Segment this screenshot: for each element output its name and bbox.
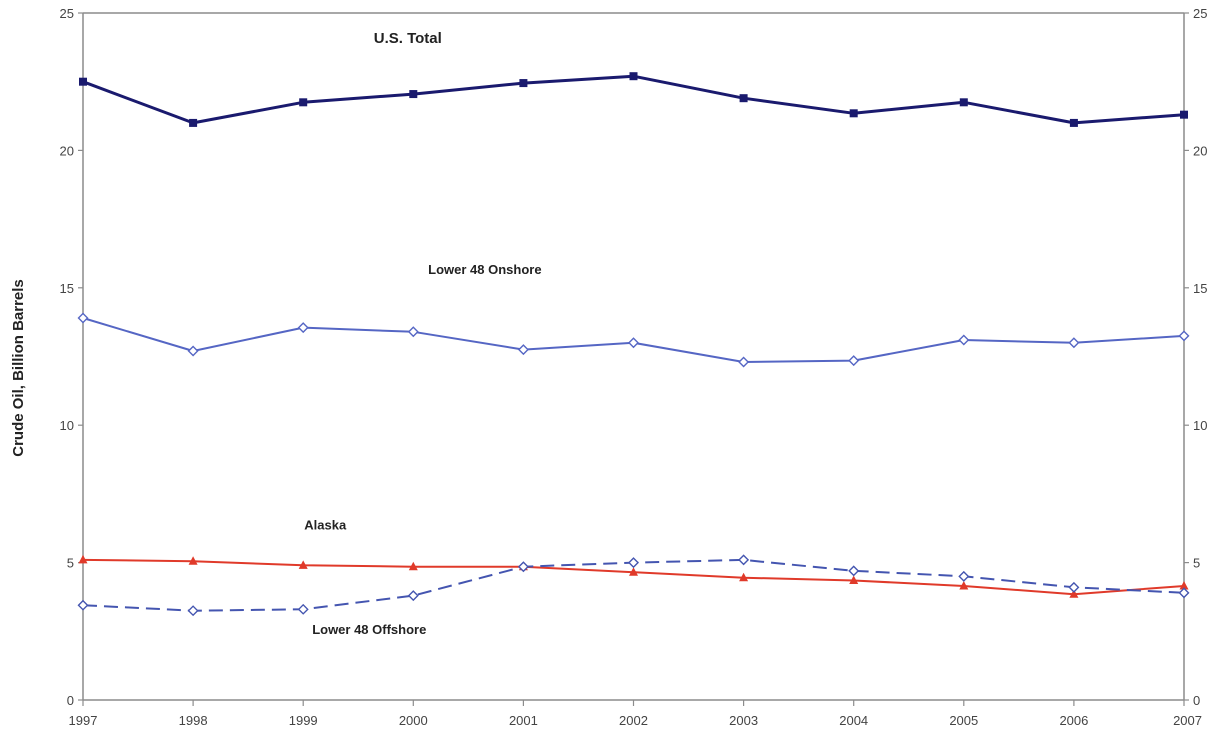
- data-point-lower-48-onshore: [1178, 330, 1190, 342]
- y-tick-label-right: 10: [1193, 418, 1207, 433]
- data-point-alaska: [1179, 580, 1189, 590]
- data-point-alaska: [629, 567, 638, 576]
- x-tick-label: 2005: [949, 713, 978, 728]
- y-tick-label-right: 25: [1193, 6, 1207, 21]
- data-point-u-s-total: [79, 77, 87, 86]
- data-point-lower-48-offshore: [1178, 587, 1190, 599]
- y-tick-label-left: 25: [60, 6, 74, 21]
- data-point-lower-48-onshore: [297, 322, 309, 334]
- chart-axes: 0 0 5 5 10 10 15 15 20 20 25 25 1997 1998 1999 2000 2001…: [60, 6, 1208, 728]
- x-tick-label: 2007: [1173, 713, 1202, 728]
- data-point-lower-48-onshore: [628, 337, 639, 349]
- data-point-u-s-total: [409, 90, 418, 99]
- data-point-u-s-total: [739, 94, 748, 103]
- data-point-u-s-total: [1180, 110, 1188, 119]
- series-label-lower-48-onshore: Lower 48 Onshore: [428, 262, 541, 277]
- data-point-lower-48-offshore: [187, 605, 199, 617]
- data-point-u-s-total: [629, 72, 638, 81]
- data-point-lower-48-offshore: [77, 599, 89, 611]
- y-tick-label-left: 5: [67, 556, 74, 571]
- y-tick-label-right: 5: [1193, 556, 1200, 571]
- data-point-lower-48-onshore: [958, 334, 970, 346]
- data-point-lower-48-onshore: [77, 312, 89, 324]
- data-point-u-s-total: [299, 98, 308, 107]
- series-line-u-s-total: [82, 74, 1185, 125]
- data-point-alaska: [298, 560, 308, 569]
- data-point-alaska: [849, 575, 859, 584]
- data-point-lower-48-onshore: [187, 345, 199, 357]
- data-point-u-s-total: [189, 118, 198, 127]
- y-tick-label-left: 10: [60, 418, 74, 433]
- x-tick-label: 2001: [509, 713, 538, 728]
- y-tick-label-right: 20: [1193, 143, 1207, 158]
- data-point-alaska: [1069, 589, 1079, 598]
- data-point-u-s-total: [849, 109, 858, 118]
- data-point-alaska: [408, 561, 418, 571]
- data-point-lower-48-onshore: [738, 356, 750, 368]
- data-point-alaska: [78, 554, 88, 564]
- data-point-lower-48-offshore: [848, 565, 860, 577]
- data-point-u-s-total: [519, 79, 528, 88]
- y-tick-label-left: 20: [60, 143, 74, 158]
- x-tick-label: 1999: [289, 713, 318, 728]
- data-point-u-s-total: [1069, 118, 1078, 127]
- y-axis-title: Crude Oil, Billion Barrels: [10, 279, 27, 457]
- data-point-lower-48-onshore: [1068, 337, 1080, 349]
- data-point-lower-48-onshore: [848, 355, 860, 367]
- x-tick-label: 2004: [839, 713, 868, 728]
- data-point-lower-48-offshore: [958, 570, 970, 582]
- y-tick-label-right: 15: [1193, 281, 1207, 296]
- x-tick-label: 2000: [399, 713, 428, 728]
- data-point-lower-48-offshore: [738, 554, 750, 566]
- x-tick-label: 2003: [729, 713, 758, 728]
- data-point-alaska: [959, 580, 969, 590]
- series-alaska: [78, 554, 1189, 598]
- data-point-alaska: [739, 572, 749, 582]
- series-label-lower-48-offshore: Lower 48 Offshore: [312, 622, 426, 637]
- data-point-alaska: [188, 556, 198, 565]
- series-u-s-total: [79, 72, 1188, 127]
- data-point-lower-48-offshore: [1068, 581, 1080, 593]
- y-tick-label-left: 15: [60, 281, 74, 296]
- data-point-lower-48-offshore: [297, 603, 309, 615]
- series-labels-layer: U.S. Total Lower 48 Onshore Alaska Lower 48…: [304, 30, 541, 637]
- x-tick-label: 2002: [619, 713, 648, 728]
- y-tick-label-left: 0: [67, 693, 74, 708]
- series-lower-48-onshore: [77, 312, 1190, 368]
- data-point-lower-48-onshore: [517, 344, 529, 356]
- data-point-lower-48-offshore: [407, 590, 419, 602]
- data-point-lower-48-offshore: [628, 557, 639, 569]
- x-tick-label: 1997: [69, 713, 98, 728]
- data-point-lower-48-offshore: [517, 561, 529, 573]
- data-point-u-s-total: [959, 98, 968, 107]
- x-tick-label: 1998: [179, 713, 208, 728]
- data-point-lower-48-onshore: [407, 326, 419, 338]
- series-label-u-s-total: U.S. Total: [374, 30, 442, 47]
- y-tick-label-right: 0: [1193, 693, 1200, 708]
- x-tick-label: 2006: [1059, 713, 1088, 728]
- series-lower-48-offshore: [77, 554, 1190, 617]
- series-layer: [77, 72, 1190, 617]
- series-label-alaska: Alaska: [304, 518, 347, 533]
